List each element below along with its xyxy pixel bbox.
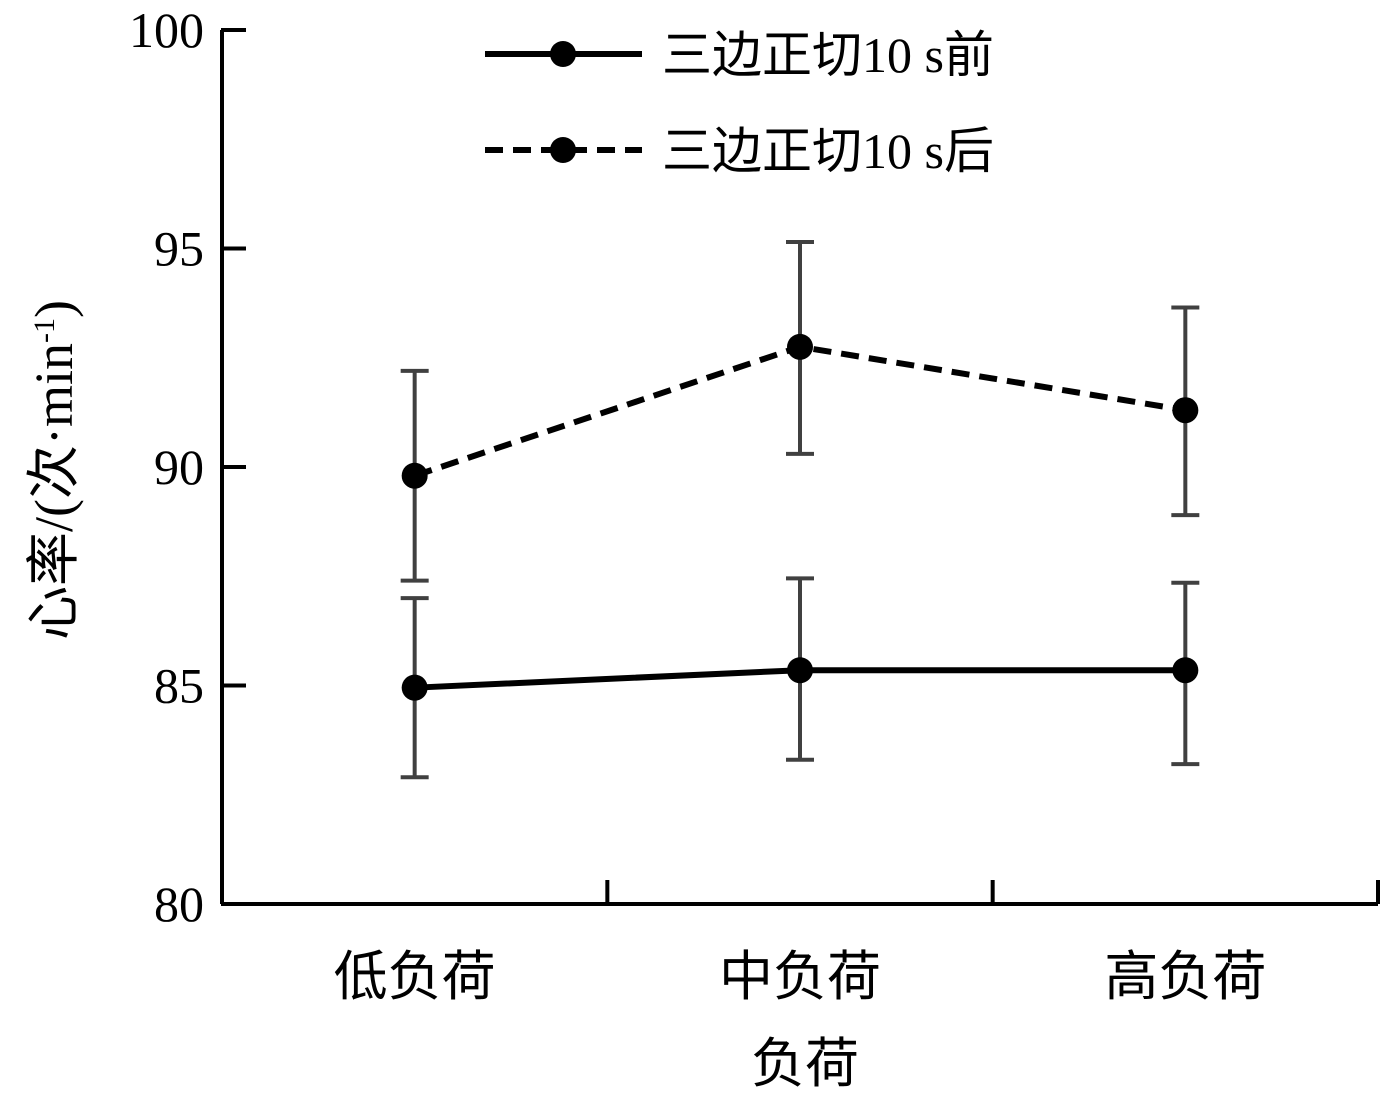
legend-entry-after: 三边正切10 s后 [485, 123, 994, 179]
y-axis-title-main: 心率/(次·min [24, 343, 84, 640]
y-tick-label-85: 85 [154, 658, 204, 714]
data-point-0-1 [787, 657, 813, 684]
y-axis-title-superscript: -1 [28, 318, 61, 343]
legend-marker-before [550, 41, 576, 67]
data-point-1-1 [787, 333, 813, 360]
x-axis-ticks: 低负荷 中负荷 高负荷 [334, 880, 1380, 1007]
x-axis-title: 负荷 [751, 1034, 859, 1094]
x-tick-label-1: 中负荷 [719, 947, 881, 1007]
series-layer [400, 239, 1200, 780]
x-tick-label-2: 高负荷 [1104, 947, 1266, 1007]
y-tick-label-90: 90 [154, 439, 204, 495]
data-point-1-2 [1172, 397, 1199, 424]
legend-marker-after [550, 137, 576, 163]
series-0 [400, 576, 1200, 780]
y-tick-label-95: 95 [154, 221, 204, 277]
y-axis-ticks: 80 85 90 95 100 [129, 2, 246, 932]
y-axis-title-close: ) [24, 300, 84, 318]
y-tick-label-100: 100 [129, 2, 204, 58]
y-axis-title: 心率/(次·min-1) [24, 300, 84, 640]
y-tick-label-80: 80 [154, 876, 204, 932]
data-point-1-0 [401, 462, 428, 489]
legend: 三边正切10 s前 三边正切10 s后 [485, 27, 994, 179]
data-point-0-2 [1172, 657, 1199, 684]
x-tick-label-0: 低负荷 [334, 947, 496, 1007]
legend-entry-before: 三边正切10 s前 [485, 27, 994, 83]
legend-label-after: 三边正切10 s后 [662, 123, 994, 179]
series-1 [400, 239, 1200, 583]
data-point-0-0 [401, 674, 428, 701]
legend-label-before: 三边正切10 s前 [662, 27, 994, 83]
